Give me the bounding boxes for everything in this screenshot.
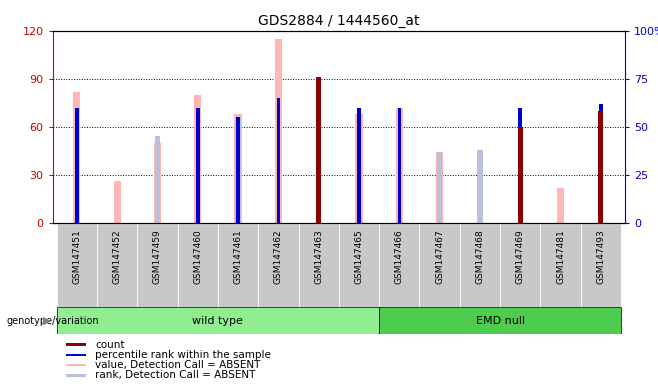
Bar xyxy=(75,108,79,223)
Bar xyxy=(357,108,361,223)
Bar xyxy=(316,77,321,223)
FancyBboxPatch shape xyxy=(57,223,97,307)
Text: percentile rank within the sample: percentile rank within the sample xyxy=(95,350,271,360)
Bar xyxy=(196,108,199,223)
Bar xyxy=(66,354,86,356)
FancyBboxPatch shape xyxy=(258,223,299,307)
Bar xyxy=(66,374,86,377)
Text: GSM147468: GSM147468 xyxy=(476,230,484,284)
Bar xyxy=(518,127,522,223)
Text: GSM147463: GSM147463 xyxy=(315,230,323,284)
Text: GSM147451: GSM147451 xyxy=(72,230,82,284)
Bar xyxy=(355,114,363,223)
Text: wild type: wild type xyxy=(193,316,243,326)
Bar xyxy=(73,91,80,223)
Text: count: count xyxy=(95,340,125,350)
Text: GSM147481: GSM147481 xyxy=(556,230,565,284)
FancyBboxPatch shape xyxy=(540,223,581,307)
Bar xyxy=(114,181,121,223)
Text: rank, Detection Call = ABSENT: rank, Detection Call = ABSENT xyxy=(95,370,256,380)
Bar xyxy=(236,117,241,223)
Bar xyxy=(397,108,401,223)
Text: value, Detection Call = ABSENT: value, Detection Call = ABSENT xyxy=(95,360,261,370)
Bar xyxy=(57,307,379,334)
Text: GSM147465: GSM147465 xyxy=(355,230,363,284)
Bar xyxy=(276,98,280,223)
Bar xyxy=(599,111,603,223)
Bar xyxy=(66,343,86,346)
Text: GSM147466: GSM147466 xyxy=(395,230,404,284)
FancyBboxPatch shape xyxy=(460,223,500,307)
FancyBboxPatch shape xyxy=(420,223,460,307)
Bar xyxy=(395,108,403,223)
FancyBboxPatch shape xyxy=(138,223,178,307)
FancyBboxPatch shape xyxy=(97,223,138,307)
FancyBboxPatch shape xyxy=(218,223,258,307)
FancyBboxPatch shape xyxy=(581,223,621,307)
Bar xyxy=(599,104,603,223)
Text: GSM147462: GSM147462 xyxy=(274,230,283,284)
Bar xyxy=(519,108,522,223)
Bar xyxy=(317,104,320,223)
Bar xyxy=(66,364,86,366)
Bar xyxy=(234,114,241,223)
Text: GSM147459: GSM147459 xyxy=(153,230,162,284)
Bar xyxy=(557,187,564,223)
Bar xyxy=(379,307,621,334)
Bar xyxy=(194,95,201,223)
Text: GSM147469: GSM147469 xyxy=(516,230,525,284)
Text: genotype/variation: genotype/variation xyxy=(7,316,99,326)
Bar xyxy=(477,150,483,223)
Text: GSM147461: GSM147461 xyxy=(234,230,243,284)
Bar xyxy=(236,117,240,223)
Bar xyxy=(155,136,161,223)
FancyBboxPatch shape xyxy=(299,223,339,307)
Text: ▶: ▶ xyxy=(43,316,51,326)
FancyBboxPatch shape xyxy=(379,223,420,307)
Bar xyxy=(154,143,161,223)
FancyBboxPatch shape xyxy=(500,223,540,307)
Text: EMD null: EMD null xyxy=(476,316,524,326)
Bar xyxy=(437,152,442,223)
Bar xyxy=(275,39,282,223)
Text: GSM147452: GSM147452 xyxy=(113,230,122,284)
Text: GSM147493: GSM147493 xyxy=(596,230,605,284)
FancyBboxPatch shape xyxy=(178,223,218,307)
Bar xyxy=(436,152,443,223)
Text: GSM147467: GSM147467 xyxy=(435,230,444,284)
Title: GDS2884 / 1444560_at: GDS2884 / 1444560_at xyxy=(258,14,420,28)
Text: GSM147460: GSM147460 xyxy=(193,230,202,284)
FancyBboxPatch shape xyxy=(339,223,379,307)
